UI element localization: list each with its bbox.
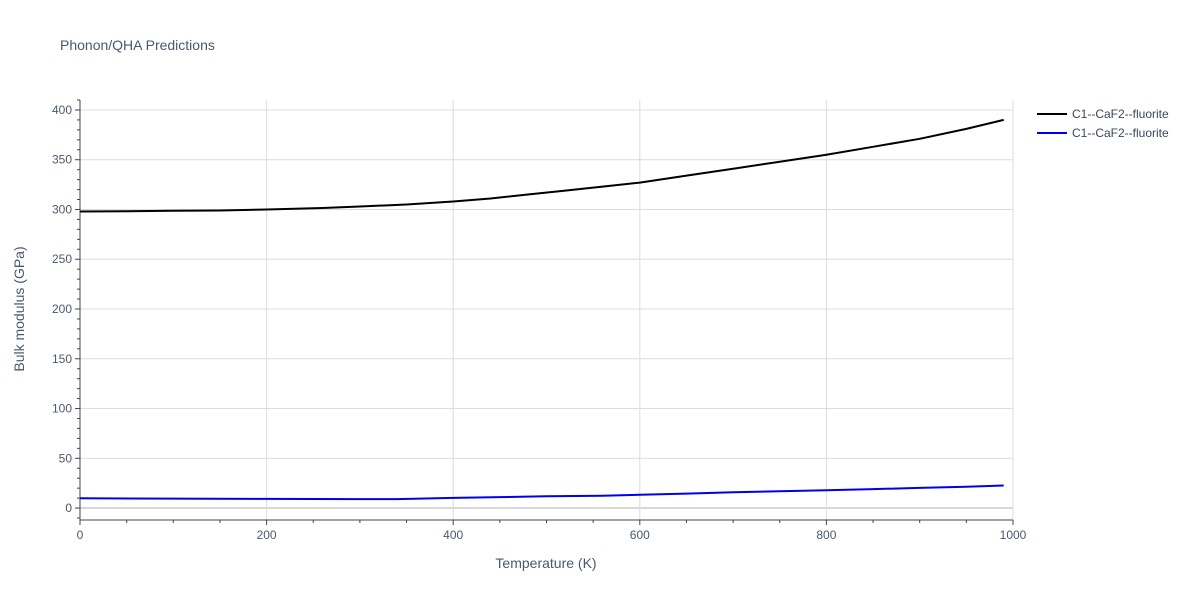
series-line-2 xyxy=(79,484,1004,501)
x-tick-label: 600 xyxy=(630,528,650,542)
x-tick-label: 400 xyxy=(443,528,463,542)
y-tick-label: 250 xyxy=(52,252,72,266)
legend-label-2: C1--CaF2--fluorite xyxy=(1072,126,1169,140)
x-axis-title: Temperature (K) xyxy=(495,555,596,571)
legend: C1--CaF2--fluorite C1--CaF2--fluorite xyxy=(1037,107,1169,140)
y-tick-label: 150 xyxy=(52,352,72,366)
x-tick-label: 800 xyxy=(816,528,836,542)
axes: 0 50 100 150 200 250 300 350 400 0 200 400 600 800 100… xyxy=(52,99,1027,542)
x-tick-label: 200 xyxy=(257,528,277,542)
y-tick-label: 100 xyxy=(52,402,72,416)
y-axis-title: Bulk modulus (GPa) xyxy=(11,246,27,371)
y-tick-label: 350 xyxy=(52,153,72,167)
legend-label-1: C1--CaF2--fluorite xyxy=(1072,107,1169,121)
series-lines xyxy=(79,118,1004,501)
grid xyxy=(80,100,1014,520)
y-tick-label: 50 xyxy=(59,451,73,465)
chart-title: Phonon/QHA Predictions xyxy=(60,37,215,53)
series-line-1 xyxy=(79,118,1004,213)
y-tick-label: 300 xyxy=(52,202,72,216)
y-tick-label: 400 xyxy=(52,103,72,117)
x-tick-label: 0 xyxy=(77,528,84,542)
y-tick-label: 200 xyxy=(52,302,72,316)
x-tick-label: 1000 xyxy=(1000,528,1027,542)
y-tick-label: 0 xyxy=(65,501,72,515)
